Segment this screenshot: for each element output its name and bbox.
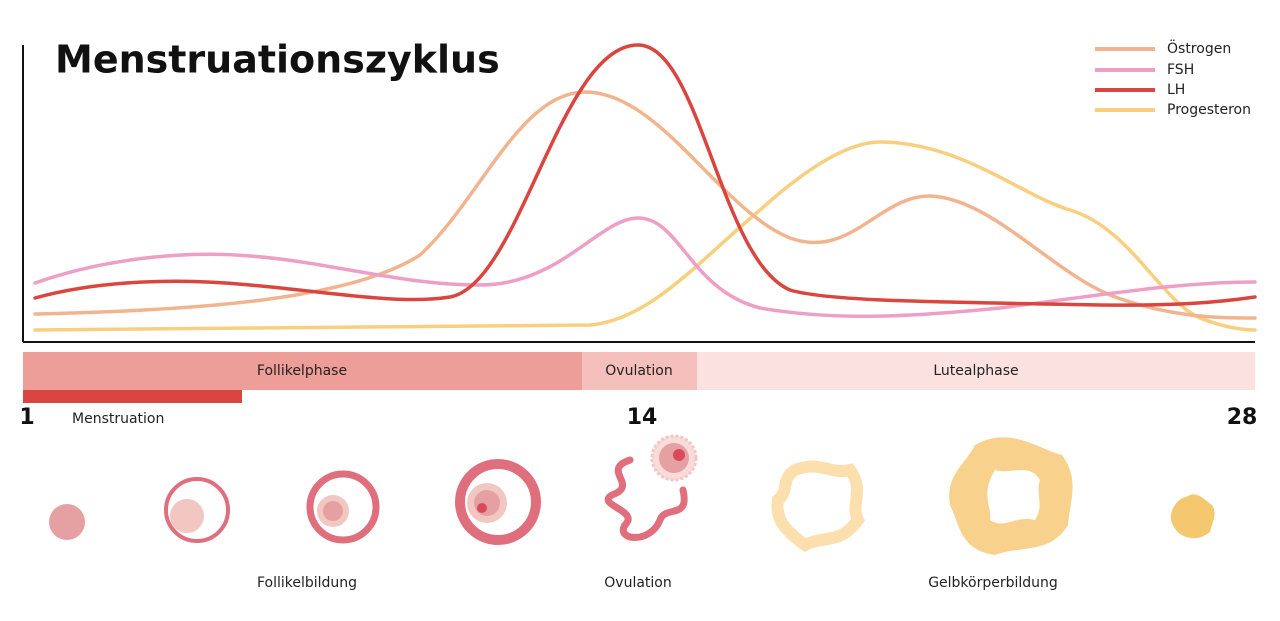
follicle-icon <box>49 504 85 540</box>
legend-label: Progesteron <box>1167 102 1251 118</box>
day-label: 14 <box>627 405 658 430</box>
follicle-icon <box>164 477 230 543</box>
legend-label: FSH <box>1167 62 1194 78</box>
menstruation-label: Menstruation <box>72 411 164 427</box>
phase-label: Ovulation <box>605 363 672 379</box>
corpus-luteum-icon <box>987 470 1040 524</box>
fsh-curve <box>33 216 1257 318</box>
legend-label: Östrogen <box>1167 39 1231 57</box>
follicle-icon <box>306 470 380 544</box>
follicle-icon <box>170 499 204 533</box>
phase-bar <box>582 352 697 390</box>
stage-label: Ovulation <box>604 575 671 591</box>
ovulation-icon <box>673 449 685 461</box>
title: Menstruationszyklus <box>55 38 500 82</box>
stage-label: Gelbkörperbildung <box>928 575 1058 591</box>
follicle-icon <box>474 490 500 516</box>
oestrogen-curve <box>33 90 1257 320</box>
day-label: 28 <box>1227 405 1258 430</box>
stage-label: Follikelbildung <box>257 575 357 591</box>
follicle-icon <box>323 501 343 521</box>
day-label: 1 <box>19 405 34 430</box>
progesteron-curve <box>33 140 1257 332</box>
legend-label: LH <box>1167 82 1185 98</box>
phase-bar <box>697 352 1255 390</box>
follicle-icon <box>455 459 541 545</box>
corpus-luteum-icon <box>771 460 866 553</box>
corpus-albicans-icon <box>1170 494 1215 539</box>
menstruation-bar <box>23 390 242 403</box>
legend: Östrogen FSH LH Progesteron <box>1095 39 1251 118</box>
follicle-illustrations <box>49 434 1215 555</box>
ovulation-icon <box>604 456 688 541</box>
phase-label: Lutealphase <box>933 363 1018 379</box>
follicle-icon <box>477 503 487 513</box>
phase-label: Follikelphase <box>257 363 347 379</box>
phase-bar <box>23 352 582 390</box>
lh-curve <box>33 43 1257 307</box>
